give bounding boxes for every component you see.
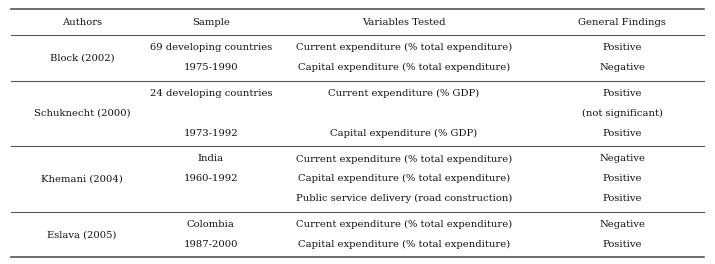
Text: General Findings: General Findings (578, 17, 666, 27)
Text: 1987-2000: 1987-2000 (184, 240, 238, 249)
Text: Capital expenditure (% total expenditure): Capital expenditure (% total expenditure… (298, 63, 510, 72)
Text: Variables Tested: Variables Tested (363, 17, 445, 27)
Text: Eslava (2005): Eslava (2005) (47, 230, 117, 239)
Text: Schuknecht (2000): Schuknecht (2000) (34, 109, 131, 118)
Text: Positive: Positive (602, 43, 642, 52)
Text: Positive: Positive (602, 129, 642, 138)
Text: Colombia: Colombia (187, 220, 235, 229)
Text: Khemani (2004): Khemani (2004) (41, 175, 123, 183)
Text: Capital expenditure (% GDP): Capital expenditure (% GDP) (330, 129, 478, 138)
Text: (not significant): (not significant) (581, 109, 663, 118)
Text: Negative: Negative (599, 220, 645, 229)
Text: Block (2002): Block (2002) (50, 53, 114, 62)
Text: Sample: Sample (192, 17, 230, 27)
Text: Positive: Positive (602, 175, 642, 183)
Text: Current expenditure (% GDP): Current expenditure (% GDP) (328, 89, 480, 98)
Text: Negative: Negative (599, 63, 645, 72)
Text: Positive: Positive (602, 240, 642, 249)
Text: Positive: Positive (602, 194, 642, 203)
Text: Positive: Positive (602, 89, 642, 98)
Text: Current expenditure (% total expenditure): Current expenditure (% total expenditure… (296, 220, 512, 229)
Text: Authors: Authors (62, 17, 102, 27)
Text: 1973-1992: 1973-1992 (184, 129, 238, 138)
Text: Current expenditure (% total expenditure): Current expenditure (% total expenditure… (296, 43, 512, 52)
Text: Capital expenditure (% total expenditure): Capital expenditure (% total expenditure… (298, 240, 510, 249)
Text: Current expenditure (% total expenditure): Current expenditure (% total expenditure… (296, 154, 512, 163)
Text: Negative: Negative (599, 154, 645, 163)
Text: 1960-1992: 1960-1992 (184, 175, 238, 183)
Text: 24 developing countries: 24 developing countries (149, 89, 272, 98)
Text: India: India (198, 154, 224, 163)
Text: Capital expenditure (% total expenditure): Capital expenditure (% total expenditure… (298, 174, 510, 183)
Text: 69 developing countries: 69 developing countries (150, 43, 272, 52)
Text: 1975-1990: 1975-1990 (184, 63, 238, 72)
Text: Public service delivery (road construction): Public service delivery (road constructi… (296, 194, 512, 204)
